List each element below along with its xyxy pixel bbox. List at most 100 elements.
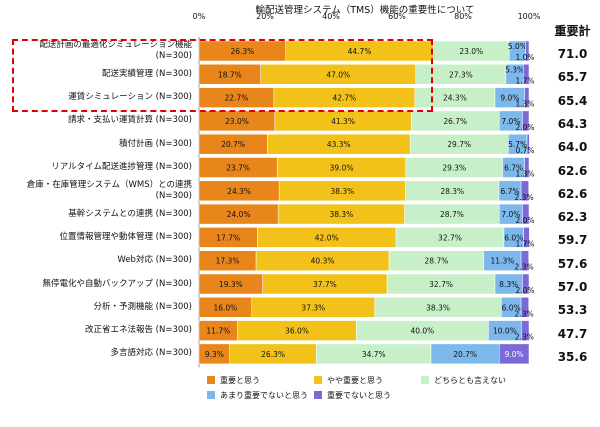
data-label: 11.7% — [206, 327, 230, 336]
category-label-line: 基幹システムとの連携 (N=300) — [68, 208, 192, 219]
x-tick-label: 20% — [256, 12, 274, 21]
bar-segment — [522, 273, 530, 295]
data-label: 19.3% — [219, 280, 243, 289]
data-label: 5.0% — [508, 42, 527, 51]
data-label: 16.0% — [213, 303, 237, 312]
category-label-line: 改正省エネ法報告 (N=300) — [84, 325, 192, 336]
bar-segment — [523, 227, 530, 248]
total-value: 64.3 — [557, 116, 588, 131]
bar-segment — [524, 87, 530, 108]
bar-segment — [523, 64, 530, 85]
x-tick-label: 40% — [322, 12, 340, 21]
total-value: 57.6 — [557, 256, 588, 271]
data-label: 7.0% — [501, 117, 520, 126]
data-label: 23.0% — [459, 47, 483, 56]
highlight-box — [12, 39, 433, 112]
legend-label: どちらとも言えない — [434, 376, 506, 385]
data-label: 26.7% — [443, 117, 467, 126]
category-label: 配送実績管理 (N=300) — [102, 69, 192, 80]
data-label: 28.7% — [440, 210, 464, 219]
data-label: 17.3% — [216, 257, 240, 266]
bar-segment — [520, 297, 529, 318]
total-value: 71.0 — [557, 47, 588, 61]
category-label-line: 運賃シミュレーション (N=300) — [68, 92, 192, 103]
category-label-line: 無停電化や自動バックアップ (N=300) — [42, 278, 192, 289]
data-label: 29.3% — [442, 164, 466, 173]
x-tick-label: 0% — [192, 12, 206, 21]
bar-segment — [520, 180, 529, 202]
x-tick-label: 60% — [388, 12, 406, 21]
total-value: 53.3 — [557, 303, 588, 318]
category-label-line: 配送実績管理 (N=300) — [101, 68, 192, 79]
data-label: 1.3% — [515, 170, 534, 179]
category-label: リアルタイム配送進捗管理 (N=300) — [51, 162, 192, 173]
data-label: 42.7% — [332, 94, 356, 103]
data-label: 9.0% — [500, 94, 519, 103]
total-value: 59.7 — [557, 233, 588, 248]
category-label: 分析・予測機能 (N=300) — [93, 302, 192, 313]
data-label: 10.0% — [493, 327, 517, 336]
total-value: 35.6 — [557, 349, 588, 364]
x-tick-label: 100% — [517, 12, 541, 21]
legend-item: やや重要と思う — [314, 375, 383, 386]
total-value: 62.3 — [557, 210, 588, 225]
data-label: 2.0% — [515, 216, 534, 225]
bar-segment — [525, 40, 530, 62]
category-label-line: 配送計画の最適化シミュレーション機能 — [39, 40, 192, 50]
bar-segment — [522, 110, 530, 132]
data-label: 44.7% — [348, 47, 372, 56]
data-label: 27.3% — [449, 70, 473, 79]
data-label: 24.0% — [227, 210, 251, 219]
x-tick-label: 80% — [454, 12, 472, 21]
data-label: 29.7% — [447, 140, 471, 149]
data-label: 1.7% — [515, 76, 534, 85]
category-label: 多言語対応 (N=300) — [110, 348, 192, 359]
data-label: 32.7% — [429, 280, 453, 289]
data-label: 47.0% — [326, 70, 350, 79]
data-label: 8.3% — [499, 280, 518, 289]
category-label-line: 位置情報管理や動体管理 (N=300) — [59, 231, 192, 242]
data-label: 28.7% — [425, 257, 449, 266]
category-label: 改正省エネ法報告 (N=300) — [85, 325, 192, 336]
category-label-line: リアルタイム配送進捗管理 (N=300) — [51, 162, 192, 172]
total-value: 57.0 — [557, 280, 588, 294]
category-label-line: Web対応 (N=300) — [117, 255, 192, 266]
legend-swatch — [421, 376, 429, 384]
bar-segment — [521, 320, 530, 341]
legend-swatch — [314, 391, 322, 399]
bar-segment — [499, 343, 530, 365]
data-label: 6.7% — [504, 164, 523, 173]
category-label-line: 倉庫・在庫管理システム（WMS）との連携 — [26, 179, 192, 190]
data-label: 7.0% — [501, 210, 520, 219]
data-label: 26.3% — [230, 47, 254, 56]
data-label: 22.7% — [225, 94, 249, 103]
legend-label: 重要と思う — [220, 376, 260, 385]
data-label: 37.3% — [301, 303, 325, 312]
bar-segment — [524, 157, 530, 178]
data-label: 5.7% — [508, 140, 527, 149]
data-label: 18.7% — [218, 70, 242, 79]
data-label: 2.3% — [515, 193, 534, 202]
data-label: 17.7% — [216, 233, 240, 242]
total-value: 64.0 — [557, 140, 588, 155]
category-label: 無停電化や自動バックアップ (N=300) — [42, 279, 192, 290]
data-label: 2.0% — [515, 123, 534, 132]
data-label: 32.7% — [438, 233, 462, 242]
legend-label: やや重要と思う — [327, 376, 383, 385]
total-column-header: 重要計 — [554, 24, 591, 38]
data-label: 38.3% — [426, 303, 450, 312]
category-label-line: (N=300) — [155, 190, 192, 201]
data-label: 37.7% — [313, 280, 337, 289]
category-label: 位置情報管理や動体管理 (N=300) — [59, 232, 192, 243]
data-label: 9.3% — [205, 350, 224, 359]
total-value: 65.4 — [557, 93, 588, 108]
category-label: 請求・支払い運賃計算 (N=300) — [68, 115, 192, 126]
data-label: 1.0% — [515, 53, 534, 62]
category-label: 倉庫・在庫管理システム（WMS）との連携 (N=300) — [27, 180, 192, 202]
category-label: Web対応 (N=300) — [117, 255, 192, 266]
data-label: 5.3% — [505, 65, 524, 74]
data-label: 40.0% — [410, 327, 434, 336]
category-label-line: 積付計画 (N=300) — [118, 138, 192, 149]
legend-item: あまり重要でないと思う — [207, 390, 308, 401]
